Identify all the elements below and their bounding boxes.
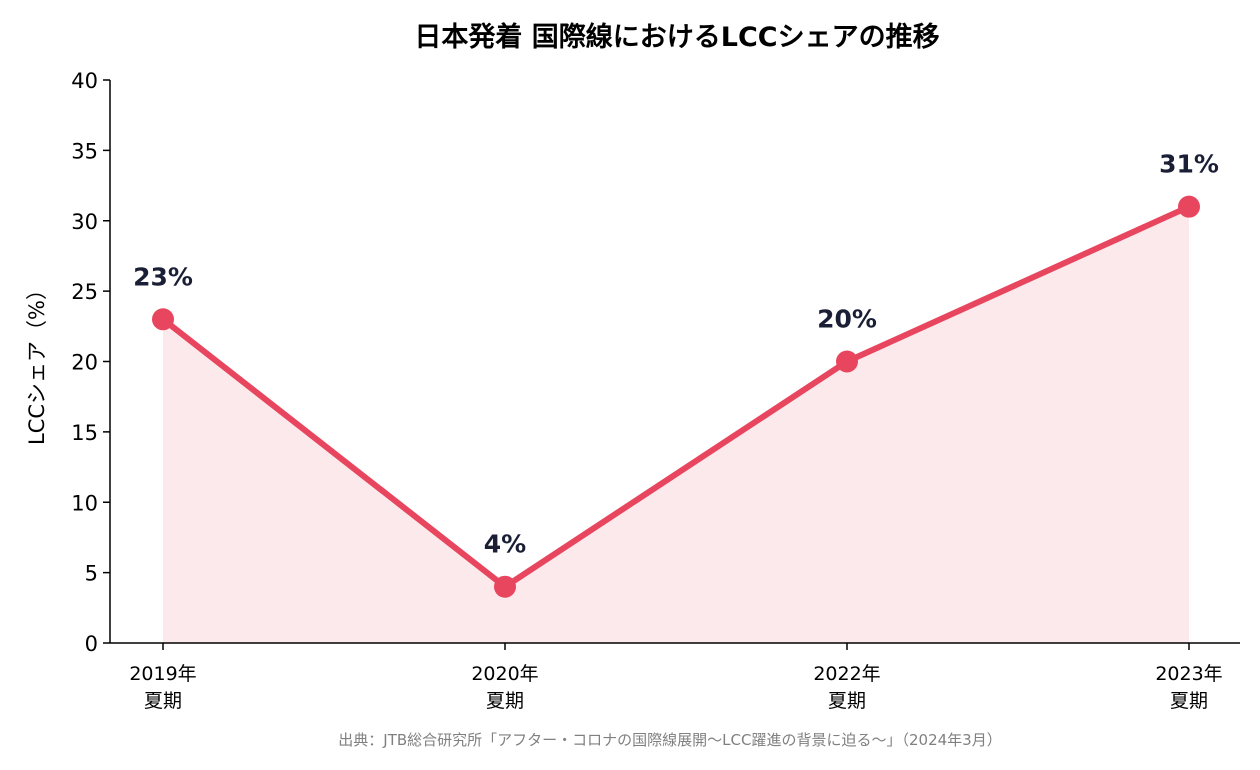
data-label: 31% [1159,150,1219,179]
area-fill [163,206,1189,644]
data-label: 4% [484,530,526,559]
x-tick-label: 2023年夏期 [1155,663,1222,712]
y-tick-label: 15 [71,421,98,445]
y-axis-label: LCCシェア（%） [25,279,49,445]
data-label: 20% [817,305,877,334]
data-point [1178,195,1200,218]
data-label: 23% [133,262,193,291]
y-tick-label: 20 [71,351,98,375]
data-point [494,575,516,598]
x-tick-label: 2020年夏期 [471,663,538,712]
chart-title: 日本発着 国際線におけるLCCシェアの推移 [414,21,939,53]
y-tick-label: 10 [71,491,98,515]
data-point [836,350,858,373]
y-tick-label: 40 [71,69,98,93]
y-tick-label: 5 [85,562,98,586]
x-tick-label: 2022年夏期 [813,663,880,712]
y-tick-label: 0 [85,632,98,656]
series-line [161,203,1191,590]
x-tick-label: 2019年夏期 [129,663,196,712]
data-point [152,308,174,331]
y-tick-label: 35 [71,139,98,163]
y-tick-label: 25 [71,280,98,304]
y-tick-label: 30 [71,210,98,234]
source-note: 出典：JTB総合研究所「アフター・コロナの国際線展開〜LCC躍進の背景に迫る〜」… [338,731,1001,749]
